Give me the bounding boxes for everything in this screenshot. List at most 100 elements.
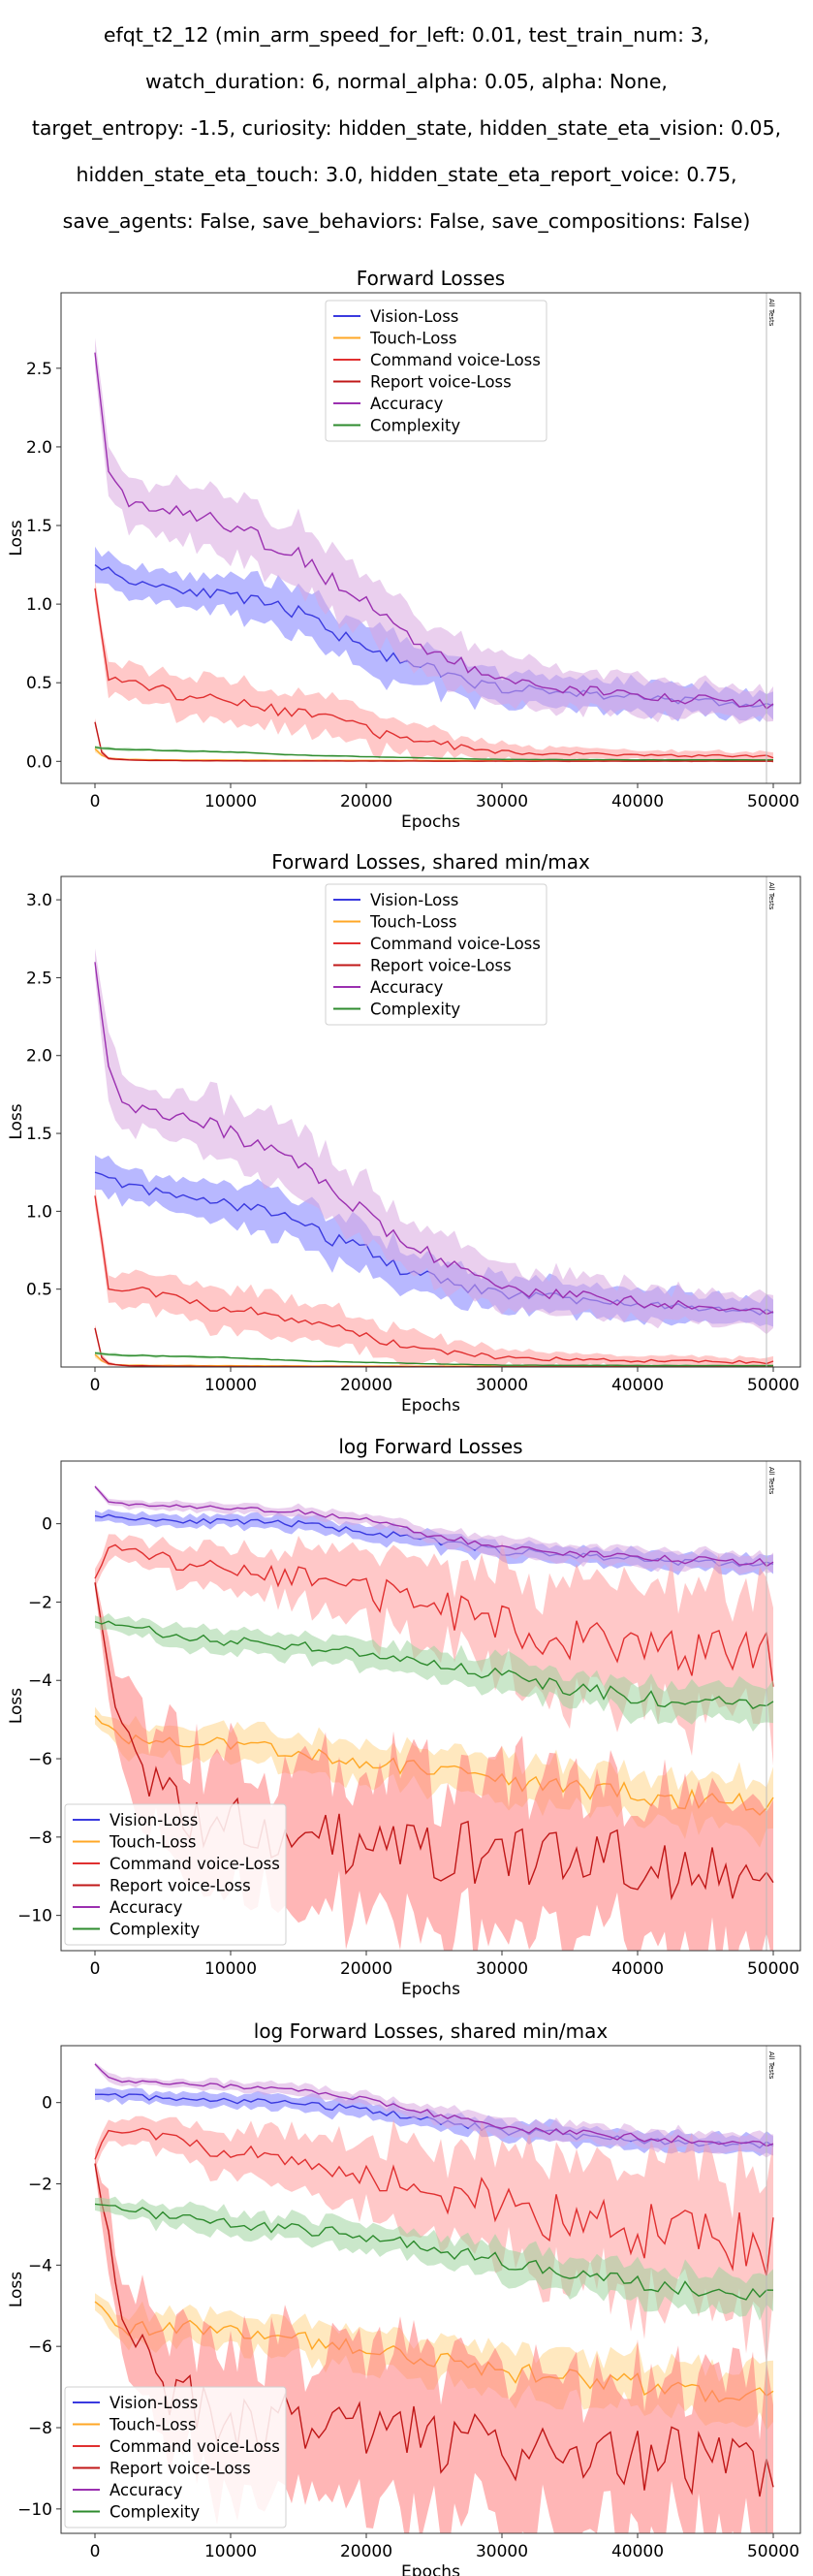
x-tick-label: 30000	[476, 1376, 528, 1395]
y-tick-label: 1.5	[26, 1125, 52, 1144]
y-tick-label: 1.0	[26, 1202, 52, 1222]
suptitle-line-4: hidden_state_eta_touch: 3.0, hidden_stat…	[76, 163, 737, 186]
y-tick-label: −2	[28, 2176, 52, 2195]
x-tick-label: 30000	[476, 1959, 528, 1979]
chart-panel-3: log Forward Losses All Tests 0 10000 20000 30…	[7, 1435, 801, 1999]
chart-panel-1: Forward Losses All Tests 0 10000 20000 30000 4…	[7, 267, 801, 832]
plot-frame	[60, 292, 801, 784]
plot-frame	[60, 875, 801, 1368]
series-line-command-voice-loss	[94, 1543, 774, 1687]
chart-title: log Forward Losses	[338, 1435, 522, 1458]
y-axis-label: Loss	[7, 1103, 26, 1139]
x-axis-label: Epochs	[401, 2562, 460, 2576]
series-line-complexity	[94, 1620, 774, 1710]
x-tick-label: 20000	[340, 792, 392, 811]
legend-entry: Accuracy	[370, 978, 444, 997]
series-band-vision-loss	[95, 1155, 773, 1327]
all-tests-label: All Tests	[767, 882, 775, 910]
legend-entry: Touch-Loss	[109, 1833, 197, 1852]
legend-entry: Report voice-Loss	[370, 957, 512, 975]
chart-panel-2: Forward Losses, shared min/max All Tests 0…	[7, 850, 801, 1415]
x-tick-label: 0	[90, 1959, 101, 1979]
legend: Vision-Loss Touch-Loss Command voice-Loss R…	[64, 2386, 287, 2528]
legend-entry: Vision-Loss	[370, 307, 458, 326]
x-tick-label: 0	[90, 2542, 101, 2561]
y-tick-label: 3.0	[26, 891, 52, 910]
series-band-vision-loss	[95, 546, 773, 722]
series-line-accuracy	[94, 352, 774, 711]
x-tick-label: 10000	[204, 792, 257, 811]
legend-entry: Touch-Loss	[369, 330, 457, 348]
x-tick-label: 0	[90, 1376, 101, 1395]
legend-entry: Complexity	[109, 2503, 200, 2522]
series-line-complexity	[94, 2203, 774, 2301]
y-tick-label: −4	[28, 1671, 52, 1691]
legend-entry: Vision-Loss	[109, 1811, 198, 1829]
legend: Vision-Loss Touch-Loss Command voice-Loss R…	[64, 1803, 287, 1946]
legend-entry: Touch-Loss	[369, 913, 457, 932]
legend-entry: Report voice-Loss	[109, 2460, 251, 2478]
legend-entry: Command voice-Loss	[370, 935, 541, 953]
y-tick-label: 0	[42, 1515, 52, 1535]
y-tick-label: 2.0	[26, 438, 52, 458]
legend-entry: Accuracy	[109, 2481, 183, 2499]
y-tick-label: 0	[42, 2094, 52, 2114]
suptitle-line-1: efqt_t2_12 (min_arm_speed_for_left: 0.01…	[103, 23, 710, 47]
x-tick-label: 50000	[747, 792, 799, 811]
x-axis-label: Epochs	[401, 1980, 460, 1999]
series-line-complexity	[94, 1352, 773, 1367]
y-tick-label: −10	[17, 1907, 52, 1926]
legend-entry: Command voice-Loss	[109, 2437, 280, 2456]
series-line-complexity	[94, 747, 774, 761]
y-tick-label: 2.5	[26, 969, 52, 988]
x-tick-label: 40000	[611, 1959, 664, 1979]
x-tick-label: 40000	[611, 1376, 664, 1395]
x-tick-label: 40000	[611, 792, 664, 811]
y-axis-label: Loss	[7, 520, 26, 556]
y-tick-label: −4	[28, 2256, 52, 2275]
series-band-command-voice-loss	[95, 1186, 773, 1367]
y-tick-label: 1.5	[26, 517, 52, 536]
legend: Vision-Loss Touch-Loss Command voice-Loss R…	[325, 883, 547, 1026]
x-tick-label: 50000	[747, 1376, 799, 1395]
series-band-command-voice-loss	[95, 2115, 773, 2367]
x-tick-label: 10000	[204, 1959, 257, 1979]
series-line-accuracy	[94, 962, 774, 1316]
series-band-command-voice-loss	[95, 578, 773, 764]
legend-entry: Complexity	[370, 417, 460, 435]
x-tick-label: 30000	[476, 2542, 528, 2561]
legend-box	[64, 2386, 287, 2528]
x-tick-label: 20000	[340, 1376, 392, 1395]
all-tests-label: All Tests	[767, 2051, 775, 2080]
suptitle-line-3: target_entropy: -1.5, curiosity: hidden_…	[31, 116, 782, 140]
x-tick-label: 30000	[476, 792, 528, 811]
suptitle-line-5: save_agents: False, save_behaviors: Fals…	[62, 209, 751, 233]
y-axis-label: Loss	[7, 1688, 26, 1724]
chart-panel-4: log Forward Losses, shared min/max All Te…	[7, 2019, 801, 2576]
x-tick-label: 50000	[747, 2542, 799, 2561]
x-axis-label: Epochs	[401, 812, 460, 832]
legend-entry: Vision-Loss	[370, 891, 458, 909]
y-tick-label: 0.0	[26, 752, 52, 772]
series-band-accuracy	[95, 1484, 773, 1574]
plot-frame	[60, 2045, 801, 2534]
x-tick-label: 40000	[611, 2542, 664, 2561]
legend-entry: Complexity	[109, 1921, 200, 1939]
series-line-report-voice-loss	[94, 721, 774, 762]
series-band-accuracy	[95, 948, 773, 1335]
legend-entry: Accuracy	[109, 1898, 183, 1917]
y-axis-label: Loss	[7, 2272, 26, 2307]
y-tick-label: 2.0	[26, 1047, 52, 1066]
legend-box	[325, 883, 547, 1026]
plot-frame	[60, 1460, 801, 1952]
plot-area	[94, 948, 774, 1367]
series-line-command-voice-loss	[94, 2127, 774, 2276]
figure-suptitle: efqt_t2_12 (min_arm_speed_for_left: 0.01…	[0, 0, 813, 256]
legend-entry: Command voice-Loss	[109, 1855, 280, 1873]
series-line-command-voice-loss	[94, 588, 774, 759]
legend-entry: Vision-Loss	[109, 2394, 198, 2412]
series-band-accuracy	[95, 2062, 773, 2158]
chart-title: Forward Losses	[357, 267, 505, 290]
y-tick-label: 2.5	[26, 360, 52, 379]
